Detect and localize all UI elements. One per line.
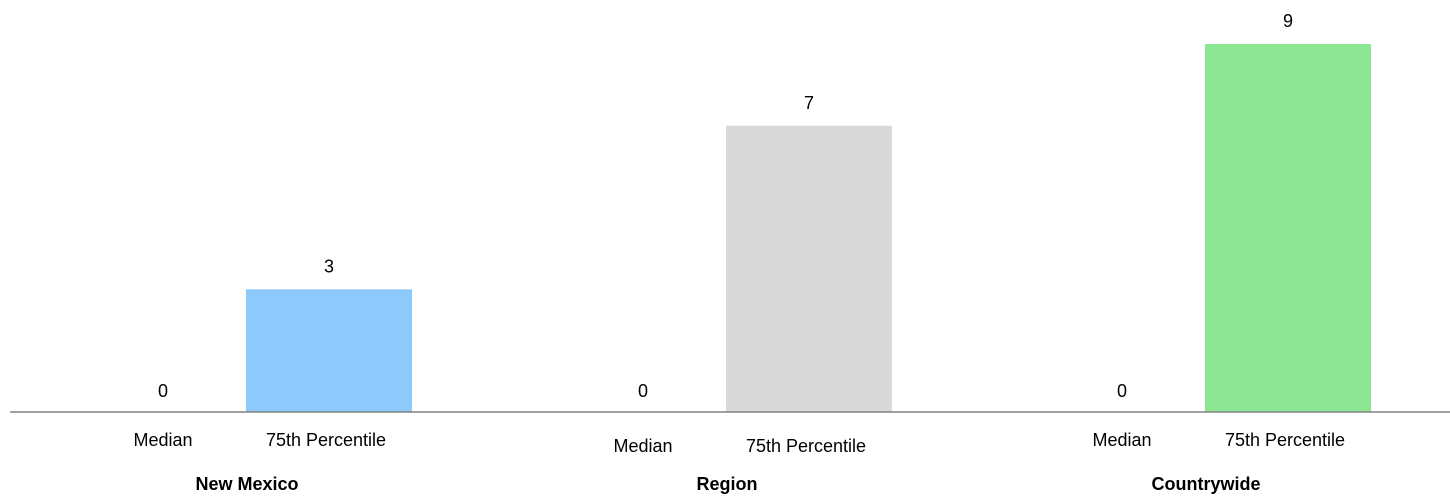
tick-label-median: Median xyxy=(613,436,672,456)
data-label-median: 0 xyxy=(158,381,168,401)
data-label-median: 0 xyxy=(638,381,648,401)
tick-label-75th-percentile: 75th Percentile xyxy=(266,430,386,450)
group-label: New Mexico xyxy=(195,474,298,494)
chart-labels: 0 3 Median 75th Percentile New Mexico 0 7 Media… xyxy=(133,11,1345,494)
group-label: Region xyxy=(697,474,758,494)
tick-label-median: Median xyxy=(1092,430,1151,450)
data-label-75th-percentile: 3 xyxy=(324,256,334,276)
chart-marks xyxy=(246,44,1371,413)
tick-label-median: Median xyxy=(133,430,192,450)
data-label-75th-percentile: 7 xyxy=(804,93,814,113)
data-label-75th-percentile: 9 xyxy=(1283,11,1293,31)
bar-75th-percentile xyxy=(246,289,412,412)
tick-label-75th-percentile: 75th Percentile xyxy=(1225,430,1345,450)
bar-75th-percentile xyxy=(726,125,892,413)
group-label: Countrywide xyxy=(1151,474,1260,494)
bar-75th-percentile xyxy=(1205,44,1371,412)
tick-label-75th-percentile: 75th Percentile xyxy=(746,436,866,456)
data-label-median: 0 xyxy=(1117,381,1127,401)
